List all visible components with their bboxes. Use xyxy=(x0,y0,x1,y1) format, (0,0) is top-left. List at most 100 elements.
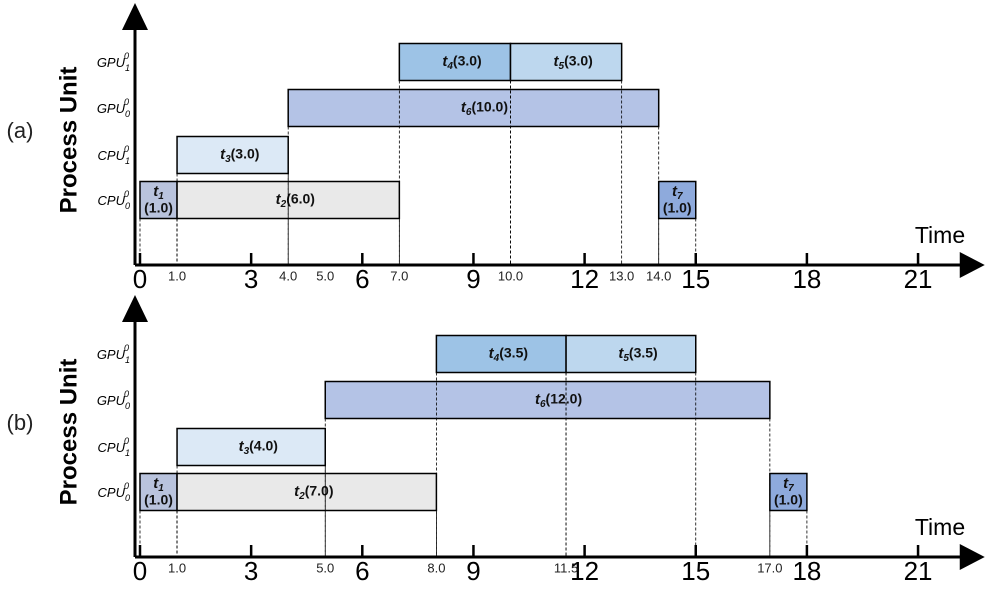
task-duration: (1.0) xyxy=(144,200,173,216)
y-axis-label: Process Unit xyxy=(55,359,82,506)
x-tick-label: 9 xyxy=(466,264,480,294)
unit-sub: 1 xyxy=(125,156,130,166)
x-tick-label: 3 xyxy=(244,264,258,294)
unit-sup: 0 xyxy=(124,189,129,199)
unit-label: GPU1 0 xyxy=(97,51,130,73)
task-bar xyxy=(509,42,623,82)
task-name-base: t xyxy=(461,99,467,116)
unit-label: GPU0 0 xyxy=(97,97,130,119)
time-mark-label: 8.0 xyxy=(427,560,445,575)
task-name: t1 xyxy=(153,183,164,202)
task-bar xyxy=(657,180,697,220)
task-bar xyxy=(769,472,808,512)
unit-sup: 0 xyxy=(124,144,129,154)
task-name-sub: 7 xyxy=(788,483,794,494)
task-name: t4 xyxy=(489,345,500,364)
task-bar xyxy=(176,472,438,512)
task-name-base: t xyxy=(442,53,448,70)
task-name-base: t xyxy=(153,475,159,492)
x-axis-arrow xyxy=(959,544,985,570)
x-tick-label: 18 xyxy=(792,264,821,294)
x-tick-label: 21 xyxy=(904,264,933,294)
task-name: t5 xyxy=(618,345,629,364)
task-name-base: t xyxy=(489,345,495,362)
task-duration: (1.0) xyxy=(144,492,173,508)
task-name-sub: 4 xyxy=(493,353,500,364)
unit-label: CPU0 0 xyxy=(98,189,130,211)
unit-sup: 0 xyxy=(124,481,129,491)
task-name: t6 xyxy=(461,99,472,118)
task-name-base: t xyxy=(294,483,300,500)
task-duration: (3.0) xyxy=(564,53,593,69)
task-name: t4 xyxy=(442,53,453,72)
task-bar xyxy=(139,180,178,220)
unit-name: GPU xyxy=(97,347,126,362)
time-mark-label: 7.0 xyxy=(390,268,408,283)
task-duration: (1.0) xyxy=(663,200,692,216)
task-name-sub: 2 xyxy=(280,199,287,210)
time-mark-label: 11.5 xyxy=(554,560,578,575)
task-name-base: t xyxy=(672,183,678,200)
time-mark-label: 14.0 xyxy=(646,268,671,283)
time-mark-label: 17.0 xyxy=(757,560,782,575)
task-name-base: t xyxy=(239,438,245,455)
x-tick-label: 9 xyxy=(466,556,480,586)
x-tick-label: 3 xyxy=(244,556,258,586)
unit-name: CPU xyxy=(98,148,126,163)
unit-name: GPU xyxy=(97,393,126,408)
x-tick-label: 12 xyxy=(570,556,599,586)
task-name-sub: 1 xyxy=(158,191,164,202)
task-duration: (6.0) xyxy=(286,191,315,207)
task-name: t3 xyxy=(239,438,250,457)
task-bar xyxy=(398,42,512,82)
x-axis-label: Time xyxy=(915,222,965,248)
task-name: t1 xyxy=(153,475,164,494)
task-name-base: t xyxy=(535,391,541,408)
time-mark-label: 13.0 xyxy=(609,268,634,283)
unit-sup: 0 xyxy=(124,389,129,399)
unit-sup: 0 xyxy=(124,97,129,107)
x-tick-label: 6 xyxy=(355,556,369,586)
task-name-sub: 5 xyxy=(623,353,629,364)
task-name-sub: 6 xyxy=(466,107,472,118)
x-tick-label: 18 xyxy=(792,556,821,586)
unit-sub: 0 xyxy=(125,201,130,211)
task-duration: (12.0) xyxy=(546,391,583,407)
task-bar xyxy=(565,334,697,374)
task-name-base: t xyxy=(276,191,282,208)
task-name: t7 xyxy=(783,475,794,494)
x-axis-label: Time xyxy=(915,514,965,540)
unit-name: GPU xyxy=(97,55,126,70)
task-duration: (3.5) xyxy=(629,345,658,361)
task-name: t2 xyxy=(276,191,287,210)
x-tick-label: 15 xyxy=(681,556,710,586)
task-name: t7 xyxy=(672,183,683,202)
unit-sub: 0 xyxy=(125,493,130,503)
unit-name: CPU xyxy=(98,193,126,208)
time-mark-label: 10.0 xyxy=(498,268,523,283)
x-tick-label: 15 xyxy=(681,264,710,294)
unit-sub: 1 xyxy=(125,448,130,458)
unit-sub: 0 xyxy=(125,401,130,411)
task-name: t5 xyxy=(554,53,565,72)
unit-sub: 1 xyxy=(125,355,130,365)
task-name-sub: 5 xyxy=(559,61,565,72)
task-bar xyxy=(176,427,326,467)
time-mark-label: 5.0 xyxy=(316,560,334,575)
unit-sup: 0 xyxy=(124,343,129,353)
task-name-sub: 3 xyxy=(244,446,250,457)
unit-name: CPU xyxy=(98,440,126,455)
task-name-sub: 3 xyxy=(225,154,231,165)
task-duration: (7.0) xyxy=(305,483,334,499)
time-mark-label: 5.0 xyxy=(316,268,334,283)
x-tick-label: 0 xyxy=(133,556,147,586)
y-axis-arrow xyxy=(122,3,148,30)
task-name: t2 xyxy=(294,483,305,502)
unit-name: GPU xyxy=(97,101,126,116)
x-tick-label: 6 xyxy=(355,264,369,294)
task-name-base: t xyxy=(783,475,789,492)
unit-sub: 0 xyxy=(125,109,130,119)
task-bar xyxy=(176,135,289,175)
task-duration: (3.0) xyxy=(231,146,260,162)
